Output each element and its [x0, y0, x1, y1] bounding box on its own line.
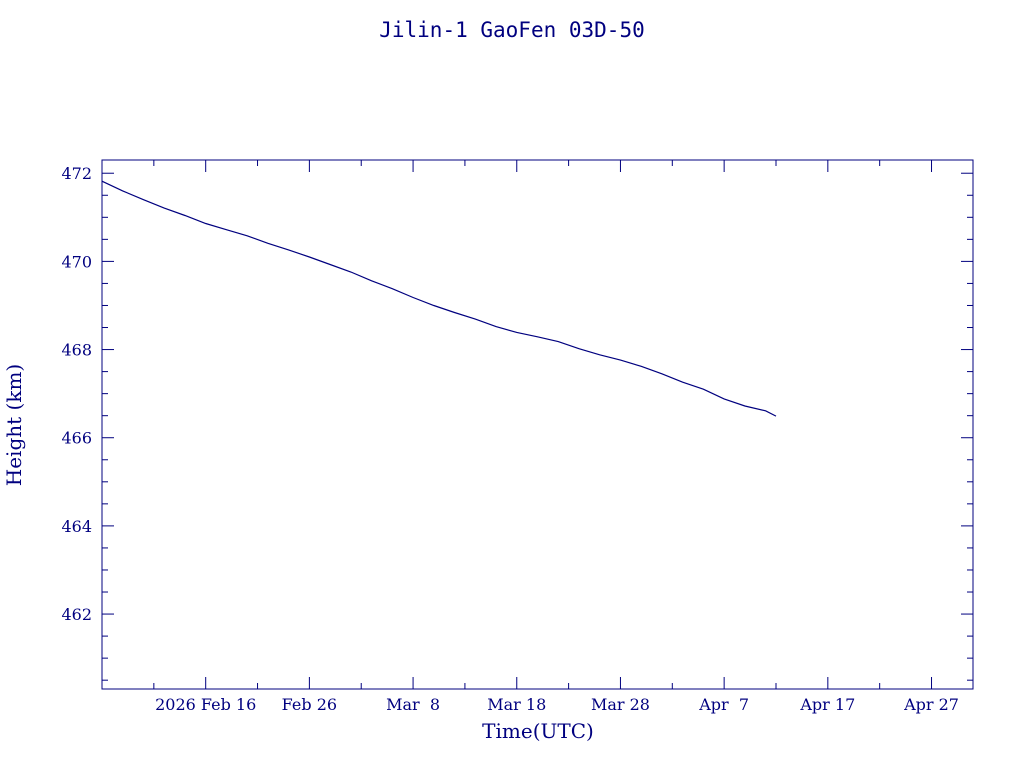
- x-tick-label: Apr 27: [903, 695, 959, 714]
- y-axis-ticks: [102, 172, 973, 681]
- y-tick-label: 462: [61, 605, 92, 624]
- y-axis-label: Height (km): [2, 364, 26, 486]
- x-tick-label: Feb 26: [282, 695, 337, 714]
- x-tick-label: Apr 17: [799, 695, 855, 714]
- x-tick-label: Mar 18: [487, 695, 546, 714]
- y-tick-label: 470: [61, 252, 92, 271]
- series-group: [101, 180, 777, 417]
- plot-frame: [101, 159, 974, 690]
- x-tick-label: Mar 28: [591, 695, 650, 714]
- y-tick-label: 464: [61, 517, 92, 536]
- x-tick-label: Apr 7: [698, 695, 749, 714]
- y-tick-label: 466: [61, 429, 92, 448]
- x-axis-ticks: [101, 160, 933, 689]
- x-axis-tick-labels: 2026 Feb 16 Feb 26 Mar 8 Mar 18 Mar 28 Apr 7 A…: [155, 695, 959, 714]
- y-axis-tick-labels: 462 464 466 468 470 472: [61, 164, 92, 624]
- x-tick-label: 2026 Feb 16: [155, 695, 256, 714]
- y-tick-label: 472: [61, 164, 92, 183]
- series-line: [101, 180, 777, 417]
- chart-title: Jilin-1 GaoFen 03D-50: [379, 18, 645, 42]
- x-axis-label: Time(UTC): [482, 719, 594, 743]
- x-tick-label: Mar 8: [386, 695, 440, 714]
- y-tick-label: 468: [61, 341, 92, 360]
